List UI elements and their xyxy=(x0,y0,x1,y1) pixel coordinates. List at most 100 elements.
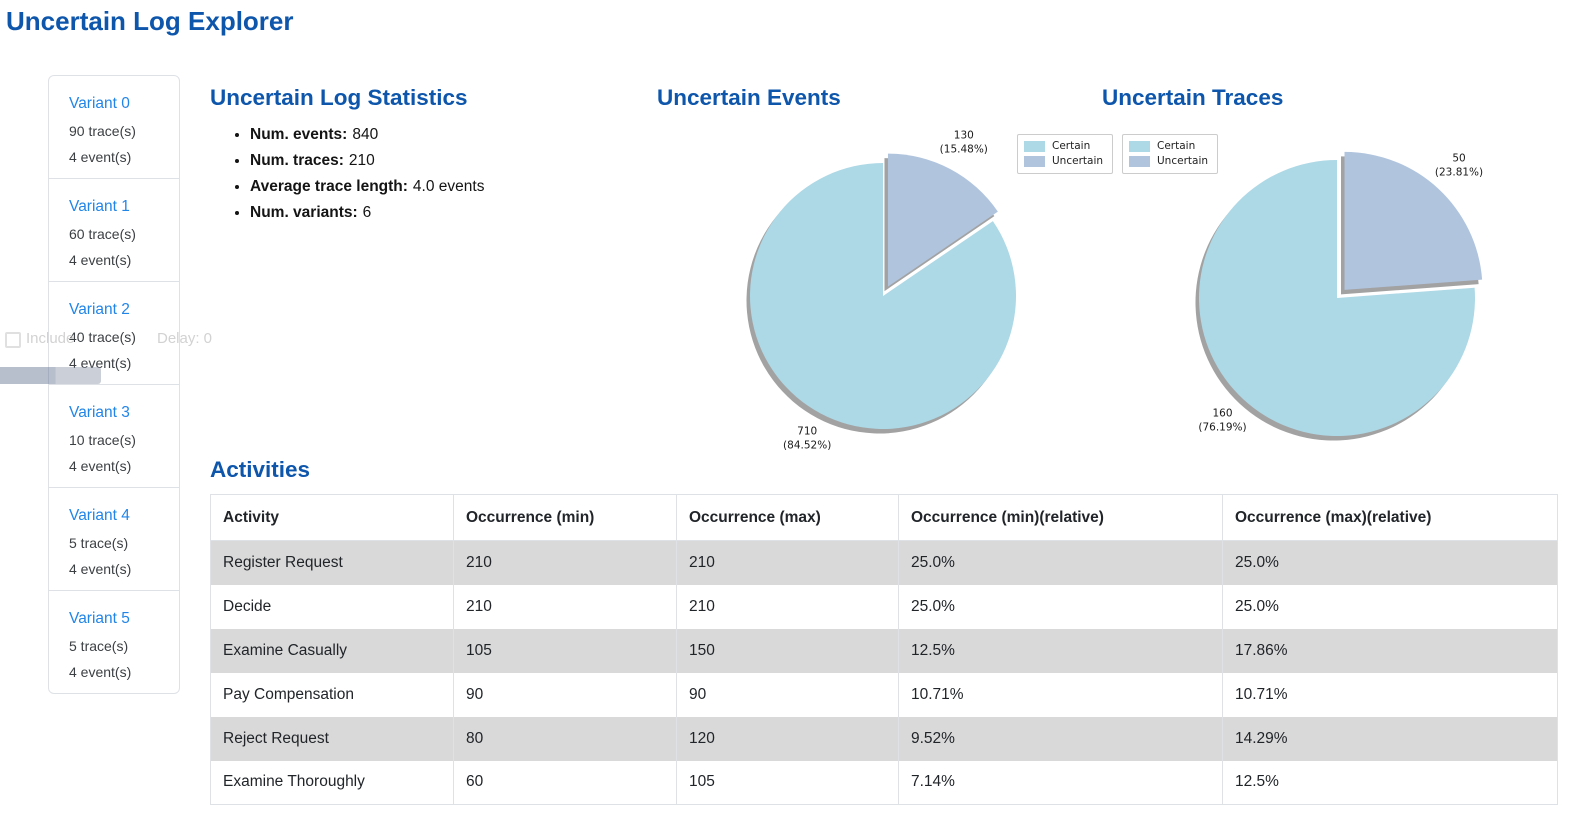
value-cell: 25.0% xyxy=(898,540,1223,585)
value-cell: 10.71% xyxy=(1222,672,1558,717)
variant-events-3: 4 event(s) xyxy=(69,458,132,474)
uncertain-traces-pie-chart: Certain Uncertain 160 (76.19%) 50 (23.81%… xyxy=(1110,122,1588,457)
value-cell: 105 xyxy=(453,628,677,673)
pie-slice-label-uncertain: 130 (15.48%) xyxy=(939,129,988,156)
variant-card-0: Variant 0 90 trace(s) 4 event(s) xyxy=(48,75,180,179)
variant-link-1[interactable]: Variant 1 xyxy=(69,198,130,215)
activities-title: Activities xyxy=(210,457,311,482)
legend-entry-certain: Certain xyxy=(1024,139,1103,154)
value-cell: 210 xyxy=(676,584,899,629)
value-cell: 7.14% xyxy=(898,760,1223,805)
value-cell: 25.0% xyxy=(898,584,1223,629)
activity-cell: Decide xyxy=(210,584,454,629)
table-row: Examine Casually 105 150 12.5% 17.86% xyxy=(210,628,1558,673)
uncertain-events-pie-chart: Certain Uncertain 710 (84.52%) 130 (15.48… xyxy=(655,122,1114,457)
variant-events-4: 4 event(s) xyxy=(69,561,132,577)
value-cell: 25.0% xyxy=(1222,584,1558,629)
value-cell: 105 xyxy=(676,760,899,805)
variant-link-0[interactable]: Variant 0 xyxy=(69,95,130,112)
activities-table: Activity Occurrence (min) Occurrence (ma… xyxy=(210,494,1558,805)
activity-cell: Examine Thoroughly xyxy=(210,760,454,805)
legend-uncertain-traces: Certain Uncertain xyxy=(1122,134,1219,174)
variant-events-2: 4 event(s) xyxy=(69,355,132,371)
value-cell: 150 xyxy=(676,628,899,673)
variant-card-5: Variant 5 5 trace(s) 4 event(s) xyxy=(48,590,180,694)
stat-num-traces: Num. traces:210 xyxy=(250,148,484,174)
col-header-occurrence-max: Occurrence (max) xyxy=(676,494,899,541)
table-row: Pay Compensation 90 90 10.71% 10.71% xyxy=(210,672,1558,717)
variant-link-5[interactable]: Variant 5 xyxy=(69,610,130,627)
variant-events-1: 4 event(s) xyxy=(69,252,132,268)
table-row: Decide 210 210 25.0% 25.0% xyxy=(210,584,1558,629)
variant-traces-2: 40 trace(s) xyxy=(69,329,136,345)
value-cell: 210 xyxy=(676,540,899,585)
value-cell: 90 xyxy=(676,672,899,717)
variant-card-3: Variant 3 10 trace(s) 4 event(s) xyxy=(48,384,180,488)
statistics-title: Uncertain Log Statistics xyxy=(210,85,468,110)
col-header-occurrence-max-relative: Occurrence (max)(relative) xyxy=(1222,494,1558,541)
pie-slice-certain xyxy=(1198,160,1475,436)
value-cell: 17.86% xyxy=(1222,628,1558,673)
variant-traces-0: 90 trace(s) xyxy=(69,123,136,139)
legend-entry-uncertain: Uncertain xyxy=(1024,154,1103,169)
stat-num-variants: Num. variants:6 xyxy=(250,200,484,226)
pie-slice-label-uncertain: 50 (23.81%) xyxy=(1434,152,1484,179)
activity-cell: Register Request xyxy=(210,540,454,585)
statistics-list: Num. events:840 Num. traces:210 Average … xyxy=(232,122,484,226)
value-cell: 9.52% xyxy=(898,716,1223,761)
variant-events-0: 4 event(s) xyxy=(69,149,132,165)
pie-slice-label-certain: 160 (76.19%) xyxy=(1198,407,1247,434)
variant-link-2[interactable]: Variant 2 xyxy=(69,301,130,318)
activity-cell: Pay Compensation xyxy=(210,672,454,717)
legend-entry-certain: Certain xyxy=(1129,139,1208,154)
chart-title-uncertain-traces: Uncertain Traces xyxy=(1102,85,1284,110)
activity-cell: Examine Casually xyxy=(210,628,454,673)
col-header-occurrence-min: Occurrence (min) xyxy=(453,494,677,541)
value-cell: 12.5% xyxy=(898,628,1223,673)
legend-swatch-certain-icon xyxy=(1024,141,1045,152)
pie-slice-certain xyxy=(749,163,1016,429)
variant-list: Variant 0 90 trace(s) 4 event(s) Variant… xyxy=(48,75,180,694)
legend-swatch-certain-icon xyxy=(1129,141,1150,152)
value-cell: 210 xyxy=(453,540,677,585)
activities-section: Activity Occurrence (min) Occurrence (ma… xyxy=(210,494,1558,805)
stat-avg-trace-length: Average trace length:4.0 events xyxy=(250,174,484,200)
ghost-checkbox-icon xyxy=(5,332,21,348)
value-cell: 12.5% xyxy=(1222,760,1558,805)
legend-swatch-uncertain-icon xyxy=(1129,156,1150,167)
pie-slice-uncertain xyxy=(887,153,998,287)
legend-entry-uncertain: Uncertain xyxy=(1129,154,1208,169)
variant-card-1: Variant 1 60 trace(s) 4 event(s) xyxy=(48,178,180,282)
variant-traces-5: 5 trace(s) xyxy=(69,638,129,654)
value-cell: 10.71% xyxy=(898,672,1223,717)
activity-cell: Reject Request xyxy=(210,716,454,761)
variant-link-4[interactable]: Variant 4 xyxy=(69,507,130,524)
value-cell: 80 xyxy=(453,716,677,761)
table-header-row: Activity Occurrence (min) Occurrence (ma… xyxy=(210,494,1558,541)
pie-slice-label-certain: 710 (84.52%) xyxy=(783,425,832,452)
table-row: Register Request 210 210 25.0% 25.0% xyxy=(210,540,1558,585)
variant-card-4: Variant 4 5 trace(s) 4 event(s) xyxy=(48,487,180,591)
legend-swatch-uncertain-icon xyxy=(1024,156,1045,167)
col-header-activity: Activity xyxy=(210,494,454,541)
value-cell: 25.0% xyxy=(1222,540,1558,585)
variant-traces-4: 5 trace(s) xyxy=(69,535,129,551)
value-cell: 210 xyxy=(453,584,677,629)
value-cell: 60 xyxy=(453,760,677,805)
variant-link-3[interactable]: Variant 3 xyxy=(69,404,130,421)
table-row: Examine Thoroughly 60 105 7.14% 12.5% xyxy=(210,760,1558,805)
variant-card-2: Variant 2 40 trace(s) 4 event(s) xyxy=(48,281,180,385)
value-cell: 14.29% xyxy=(1222,716,1558,761)
value-cell: 90 xyxy=(453,672,677,717)
value-cell: 120 xyxy=(676,716,899,761)
stat-num-events: Num. events:840 xyxy=(250,122,484,148)
pie-slice-uncertain xyxy=(1344,151,1483,290)
variant-traces-3: 10 trace(s) xyxy=(69,432,136,448)
table-row: Reject Request 80 120 9.52% 14.29% xyxy=(210,716,1558,761)
variant-events-5: 4 event(s) xyxy=(69,664,132,680)
variant-traces-1: 60 trace(s) xyxy=(69,226,136,242)
legend-uncertain-events: Certain Uncertain xyxy=(1017,134,1114,174)
page-title: Uncertain Log Explorer xyxy=(6,6,294,36)
col-header-occurrence-min-relative: Occurrence (min)(relative) xyxy=(898,494,1223,541)
chart-title-uncertain-events: Uncertain Events xyxy=(657,85,841,110)
